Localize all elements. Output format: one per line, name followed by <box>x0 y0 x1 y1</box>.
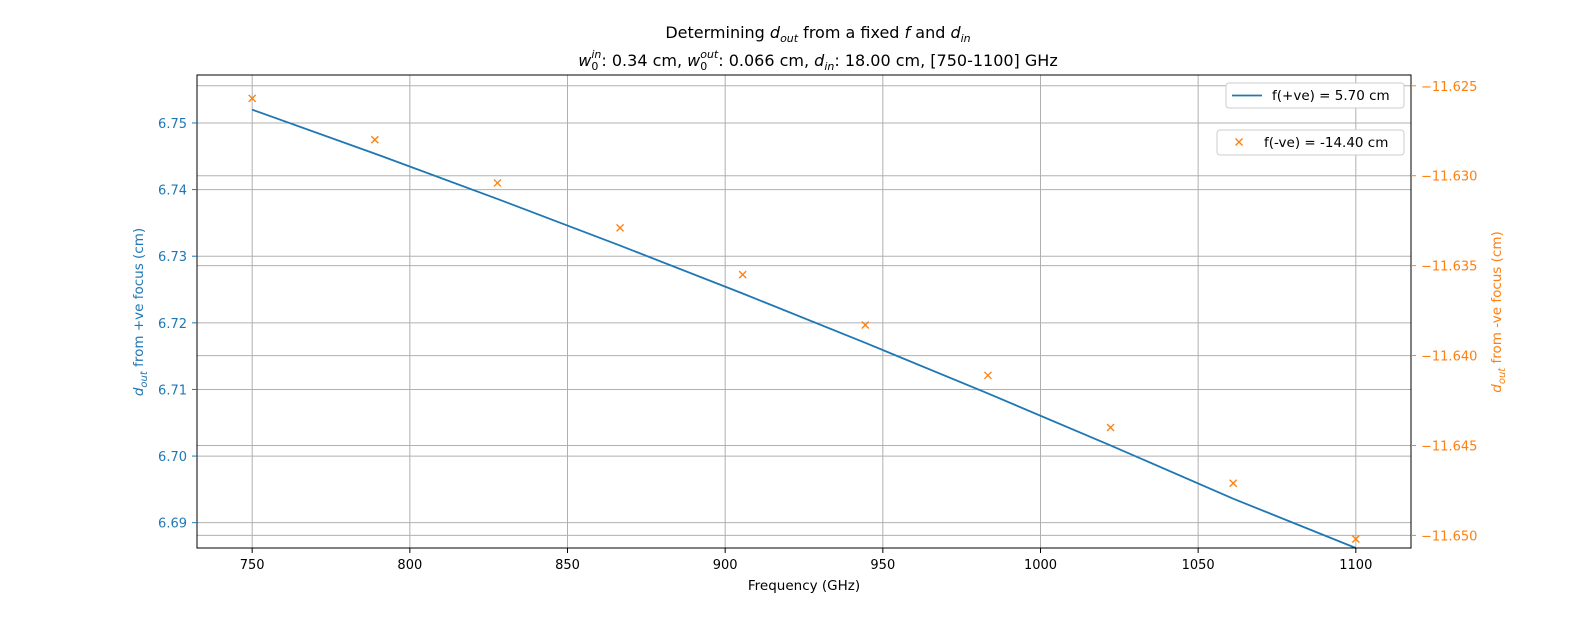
marker-stroke <box>248 94 257 103</box>
x-tick-label: 1100 <box>1339 558 1372 573</box>
y-left-tick-label: 6.73 <box>158 250 187 265</box>
grid-layer <box>197 75 1411 548</box>
y-axis-right-label: dout from -ve focus (cm) <box>1489 231 1508 393</box>
y-right-tick-label: −11.645 <box>1421 439 1477 454</box>
series-marker-negative-focus <box>738 270 747 279</box>
series-marker-negative-focus <box>616 223 625 232</box>
y-left-tick-label: 6.74 <box>158 184 187 199</box>
y-left-tick-label: 6.70 <box>158 450 187 465</box>
axes-layer: 750 800 850 900 950 1000 1050 1100 6.69 6.70 6.71 6… <box>158 74 1477 573</box>
marker-stroke <box>738 270 747 279</box>
y-left-tick-label: 6.72 <box>158 317 187 332</box>
marker-stroke <box>370 135 379 144</box>
marker-stroke <box>983 371 992 380</box>
legend-primary: f(+ve) = 5.70 cm <box>1225 82 1405 109</box>
y-right-tick-label: −11.650 <box>1421 529 1477 544</box>
series-marker-negative-focus <box>1351 535 1360 543</box>
legend-secondary-box <box>1216 129 1405 156</box>
legend-secondary-label: f(-ve) = -14.40 cm <box>1264 135 1388 151</box>
legend-primary-box <box>1225 82 1405 109</box>
y-right-tick-label: −11.640 <box>1421 350 1477 365</box>
y-right-tick-label: −11.635 <box>1421 260 1477 275</box>
y-left-tick-label: 6.69 <box>158 517 187 532</box>
marker-stroke <box>493 178 502 187</box>
chart-title-line1: Determining dout from a fixed f and din <box>665 23 970 45</box>
marker-stroke <box>1106 423 1115 432</box>
marker-stroke <box>1351 535 1360 543</box>
series-marker-negative-focus <box>1106 423 1115 432</box>
series-layer <box>248 94 1360 549</box>
x-tick-label: 1050 <box>1182 558 1215 573</box>
series-line-positive-focus <box>251 108 1357 549</box>
series-marker-negative-focus <box>248 94 257 103</box>
x-axis-label: Frequency (GHz) <box>748 578 860 594</box>
series-marker-negative-focus <box>370 135 379 144</box>
x-tick-label: 900 <box>713 558 738 573</box>
chart-title-line2: w0in: 0.34 cm, w0out: 0.066 cm, din: 18.… <box>578 48 1057 73</box>
series-marker-negative-focus <box>493 178 502 187</box>
marker-stroke <box>616 223 625 232</box>
marker-stroke <box>1229 479 1238 488</box>
series-marker-negative-focus <box>1229 479 1238 488</box>
x-tick-label: 1000 <box>1024 558 1057 573</box>
y-left-tick-label: 6.75 <box>158 117 187 132</box>
series-marker-negative-focus <box>861 321 870 329</box>
x-tick-label: 950 <box>870 558 895 573</box>
legend-secondary: f(-ve) = -14.40 cm <box>1216 129 1405 156</box>
series-marker-negative-focus <box>983 371 992 380</box>
y-axis-left-label: dout from +ve focus (cm) <box>131 228 150 396</box>
x-tick-label: 800 <box>397 558 422 573</box>
marker-stroke <box>861 321 870 329</box>
x-tick-label: 750 <box>240 558 265 573</box>
legend-marker-stroke <box>1235 138 1243 146</box>
legend-secondary-marker-swatch <box>1235 138 1243 146</box>
y-left-tick-label: 6.71 <box>158 383 187 398</box>
x-tick-label: 850 <box>555 558 580 573</box>
plot-frame <box>196 74 1412 549</box>
legend-primary-label: f(+ve) = 5.70 cm <box>1272 88 1390 104</box>
y-right-tick-label: −11.630 <box>1421 170 1477 185</box>
y-right-tick-label: −11.625 <box>1421 80 1477 95</box>
